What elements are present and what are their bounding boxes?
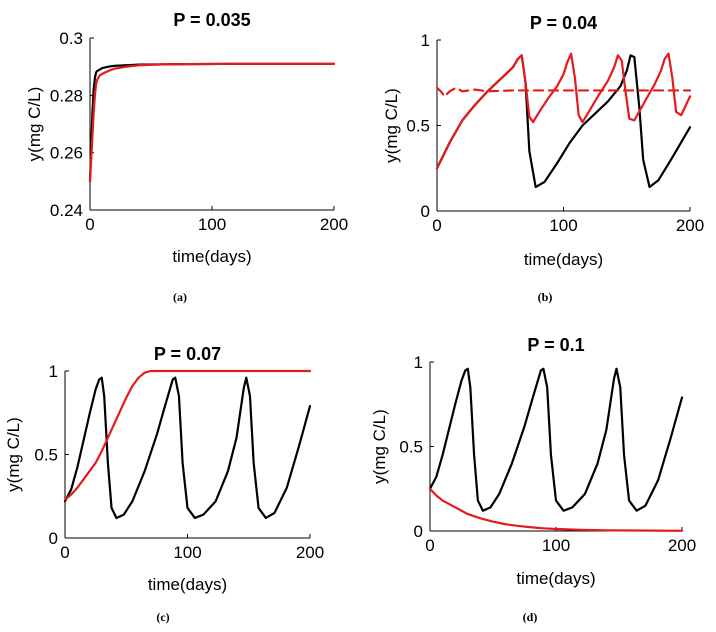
- x-tick-label: 100: [198, 215, 226, 234]
- panel-b: P = 0.04 0 100 200 0 0.5 1 time(days) y(mg C/L) (…: [382, 13, 704, 304]
- y-tick-label: 0.24: [50, 201, 83, 220]
- y-tick-label: 1: [414, 353, 423, 372]
- x-tick-label: 0: [425, 536, 434, 555]
- y-tick-label: 1: [49, 362, 58, 381]
- series-line-black: [428, 367, 684, 512]
- y-axis-label: y(mg C/L): [382, 88, 401, 163]
- x-axis-label: time(days): [172, 247, 251, 266]
- x-tick-label: 0: [85, 215, 94, 234]
- x-tick-label: 0: [432, 216, 441, 235]
- panel-caption: (a): [173, 290, 187, 304]
- x-tick-label: 200: [296, 543, 324, 562]
- y-axis-label: y(mg C/L): [370, 409, 389, 484]
- y-tick-label: 0.3: [59, 29, 83, 48]
- series-line-red: [428, 487, 684, 532]
- y-tick-label: 0: [414, 522, 423, 541]
- x-tick-label: 200: [668, 536, 696, 555]
- y-tick-label: 1: [421, 31, 430, 50]
- x-axis-label: time(days): [148, 575, 227, 594]
- y-tick-label: 0.26: [50, 144, 83, 163]
- series-line-red: [435, 52, 692, 170]
- y-tick-label: 0.5: [34, 446, 58, 465]
- y-tick-label: 0.5: [406, 117, 430, 136]
- x-tick-label: 100: [549, 216, 577, 235]
- x-tick-label: 100: [173, 543, 201, 562]
- series-line-red: [88, 62, 336, 183]
- panel-caption: (c): [156, 610, 169, 624]
- x-tick-label: 200: [320, 215, 348, 234]
- y-axis-label: y(mg C/L): [4, 417, 23, 492]
- y-tick-label: 0: [49, 529, 58, 548]
- chart-title: P = 0.04: [530, 13, 597, 33]
- panel-a: P = 0.035 0 100 200 0.24 0.26 0.28 0.3 time(days…: [25, 10, 348, 304]
- series-line-black: [88, 62, 336, 183]
- panel-caption: (d): [523, 610, 538, 624]
- series-line-black: [63, 376, 312, 520]
- x-axis-label: time(days): [516, 569, 595, 588]
- y-tick-label: 0.5: [399, 438, 423, 457]
- chart-title: P = 0.1: [527, 335, 584, 355]
- x-tick-label: 200: [676, 216, 704, 235]
- y-tick-label: 0.28: [50, 86, 83, 105]
- chart-title: P = 0.035: [173, 10, 250, 30]
- y-axis-label: y(mg C/L): [25, 87, 44, 162]
- x-axis-label: time(days): [524, 250, 603, 269]
- panel-c: P = 0.07 0 100 200 0 0.5 1 time(days) y(mg C/L) (…: [4, 344, 324, 624]
- panel-d: P = 0.1 0 100 200 0 0.5 1 time(days) y(mg C/L) (d…: [370, 335, 696, 624]
- chart-title: P = 0.07: [154, 344, 221, 364]
- x-tick-label: 0: [60, 543, 69, 562]
- series-line-red-dashed: [435, 86, 692, 98]
- panel-caption: (b): [538, 290, 553, 304]
- series-line-red: [63, 369, 312, 501]
- y-tick-label: 0: [421, 202, 430, 221]
- x-tick-label: 100: [542, 536, 570, 555]
